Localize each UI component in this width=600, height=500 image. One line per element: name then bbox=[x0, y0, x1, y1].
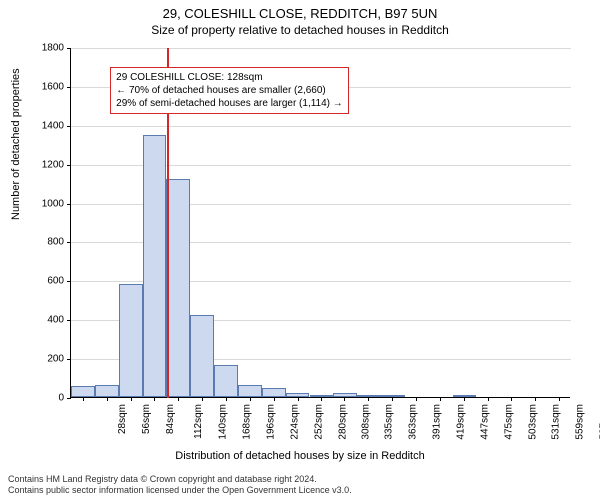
y-tick-label: 800 bbox=[24, 237, 64, 248]
x-tick-label: 28sqm bbox=[117, 404, 128, 434]
y-tick-label: 400 bbox=[24, 315, 64, 326]
x-tick-label: 252sqm bbox=[313, 404, 324, 440]
x-tick-label: 140sqm bbox=[218, 404, 229, 440]
x-tick-label: 531sqm bbox=[551, 404, 562, 440]
x-axis-label: Distribution of detached houses by size … bbox=[0, 450, 600, 462]
annotation-line: 29% of semi-detached houses are larger (… bbox=[116, 97, 343, 110]
y-tick-label: 200 bbox=[24, 354, 64, 365]
x-tick-label: 280sqm bbox=[337, 404, 348, 440]
x-tick-label: 363sqm bbox=[408, 404, 419, 440]
histogram-bar bbox=[238, 385, 262, 397]
x-tick-label: 559sqm bbox=[575, 404, 586, 440]
y-tick-label: 1000 bbox=[24, 198, 64, 209]
y-tick-label: 1800 bbox=[24, 43, 64, 54]
y-tick-label: 1400 bbox=[24, 120, 64, 131]
histogram-bar bbox=[190, 315, 214, 397]
y-axis-label: Number of detached properties bbox=[10, 68, 22, 220]
footer-attribution: Contains HM Land Registry data © Crown c… bbox=[8, 474, 352, 496]
x-tick-label: 84sqm bbox=[165, 404, 176, 434]
x-tick-label: 447sqm bbox=[479, 404, 490, 440]
footer-line2: Contains public sector information licen… bbox=[8, 485, 352, 496]
x-tick-label: 56sqm bbox=[141, 404, 152, 434]
x-tick-label: 196sqm bbox=[266, 404, 277, 440]
annotation-line: 29 COLESHILL CLOSE: 128sqm bbox=[116, 71, 343, 84]
x-tick-label: 503sqm bbox=[527, 404, 538, 440]
histogram-bar bbox=[143, 135, 167, 397]
annotation-line: ← 70% of detached houses are smaller (2,… bbox=[116, 84, 343, 97]
y-tick-label: 1200 bbox=[24, 159, 64, 170]
x-tick-label: 308sqm bbox=[361, 404, 372, 440]
x-tick-label: 475sqm bbox=[503, 404, 514, 440]
y-tick-label: 1600 bbox=[24, 81, 64, 92]
histogram-bar bbox=[214, 365, 238, 397]
histogram-bar bbox=[262, 388, 286, 397]
x-tick-label: 224sqm bbox=[289, 404, 300, 440]
x-tick-label: 335sqm bbox=[384, 404, 395, 440]
annotation-box: 29 COLESHILL CLOSE: 128sqm← 70% of detac… bbox=[110, 67, 349, 114]
footer-line1: Contains HM Land Registry data © Crown c… bbox=[8, 474, 352, 485]
histogram-bar bbox=[71, 386, 95, 397]
x-tick-label: 419sqm bbox=[456, 404, 467, 440]
chart-title-address: 29, COLESHILL CLOSE, REDDITCH, B97 5UN bbox=[0, 0, 600, 21]
y-tick-label: 0 bbox=[24, 393, 64, 404]
histogram-bar bbox=[166, 179, 190, 397]
histogram-bar bbox=[95, 385, 119, 397]
chart-title-subtitle: Size of property relative to detached ho… bbox=[0, 21, 600, 37]
histogram-bar bbox=[119, 284, 143, 397]
x-tick-label: 391sqm bbox=[432, 404, 443, 440]
x-tick-label: 168sqm bbox=[242, 404, 253, 440]
y-tick-label: 600 bbox=[24, 276, 64, 287]
chart-plot-area: 02004006008001000120014001600180028sqm56… bbox=[70, 48, 570, 398]
x-tick-label: 112sqm bbox=[193, 404, 204, 439]
